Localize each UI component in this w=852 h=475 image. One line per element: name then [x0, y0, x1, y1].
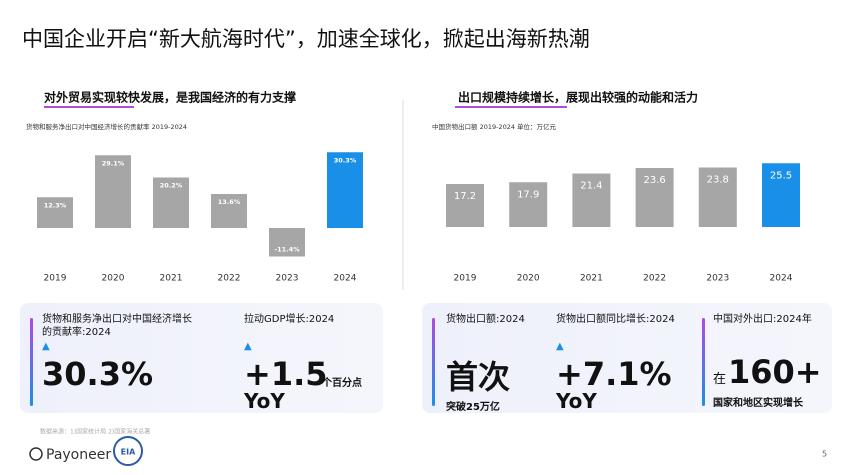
- bar: [269, 228, 305, 257]
- value-label: 13.6%: [218, 198, 241, 206]
- stat-value: 30.3%: [42, 355, 154, 393]
- accent: [30, 318, 33, 406]
- chart-title: 出口规模持续增长，展现出较强的动能和活力: [458, 90, 698, 105]
- x-tick-label: 2023: [706, 274, 729, 284]
- stat-value: +7.1%: [556, 355, 672, 393]
- bar: [635, 168, 674, 227]
- source: 数据来源：1)国家统计局 2)国家海关总署: [40, 428, 150, 436]
- bar: [211, 194, 247, 228]
- x-tick-label: 2019: [454, 274, 477, 284]
- stat-label: 中国对外出口:2024年: [713, 314, 812, 325]
- x-tick-label: 2021: [580, 274, 603, 284]
- bar: [95, 155, 131, 228]
- value-label: 12.3%: [44, 201, 67, 209]
- x-tick-label: 2024: [334, 274, 357, 284]
- value-label: 21.4: [580, 181, 602, 192]
- bar: [327, 152, 363, 228]
- stat-label: 货物出口额:2024: [446, 314, 525, 325]
- slide-title: 中国企业开启“新大航海时代”，加速全球化，掀起出海新热潮: [22, 27, 590, 51]
- value-label: 17.2: [454, 191, 476, 202]
- x-tick-label: 2021: [160, 274, 183, 284]
- stat-note: 国家和地区实现增长: [713, 398, 803, 409]
- x-tick-label: 2020: [517, 274, 540, 284]
- value-label: 20.2%: [160, 182, 183, 190]
- bar: [572, 173, 611, 227]
- bar: [698, 167, 737, 227]
- value-label: 29.1%: [102, 159, 125, 167]
- x-tick-label: 2022: [218, 274, 241, 284]
- stat-label: 货物出口额同比增长:2024: [556, 314, 675, 325]
- bar: [37, 197, 73, 228]
- bar: [509, 182, 548, 227]
- stat-note: YoY: [556, 389, 597, 413]
- value-label: 23.6: [643, 175, 665, 186]
- stat-box: [20, 303, 383, 413]
- arrow: ▲: [42, 341, 50, 352]
- arrow: ▲: [244, 341, 252, 352]
- page-number: 5: [822, 450, 827, 459]
- stat-label: 拉动GDP增长:2024: [244, 314, 335, 325]
- stat-prefix: 在: [713, 372, 727, 387]
- chart-subtitle: 货物和服务净出口对中国经济增长的贡献率 2019-2024: [26, 122, 187, 131]
- stat-box: [422, 303, 832, 413]
- x-tick-label: 2024: [770, 274, 793, 284]
- bar: [446, 184, 484, 227]
- value-label: 23.8: [707, 175, 729, 186]
- accent: [702, 318, 705, 406]
- seal: [113, 436, 143, 466]
- stat-note: YoY: [244, 389, 285, 413]
- chart-title: 对外贸易实现较快发展，是我国经济的有力支撑: [44, 90, 296, 105]
- x-tick-label: 2023: [276, 274, 299, 284]
- value-label: 30.3%: [334, 156, 357, 164]
- arrow: ▲: [556, 341, 564, 352]
- seal-text: EIA: [121, 448, 136, 457]
- stat-value: +1.5: [244, 355, 328, 393]
- x-tick-label: 2020: [102, 274, 125, 284]
- logo-ring: [29, 447, 43, 461]
- value-label: 17.9: [517, 189, 539, 200]
- stat-value: 首次: [446, 358, 511, 396]
- accent: [432, 318, 435, 406]
- brand: Payoneer: [46, 447, 111, 463]
- stat-value: 160+: [728, 353, 822, 391]
- value-label: -11.4%: [274, 246, 300, 254]
- x-tick-label: 2019: [44, 274, 67, 284]
- stat-note: 突破25万亿: [446, 402, 500, 413]
- chart-subtitle: 中国货物出口额 2019-2024 单位：万亿元: [432, 122, 557, 131]
- bar: [153, 177, 189, 228]
- stat-unit: 个百分点: [322, 378, 362, 389]
- x-tick-label: 2022: [643, 274, 666, 284]
- stat-label: 货物和服务净出口对中国经济增长的贡献率:2024: [42, 314, 192, 338]
- bar: [762, 163, 800, 227]
- value-label: 25.5: [770, 170, 792, 181]
